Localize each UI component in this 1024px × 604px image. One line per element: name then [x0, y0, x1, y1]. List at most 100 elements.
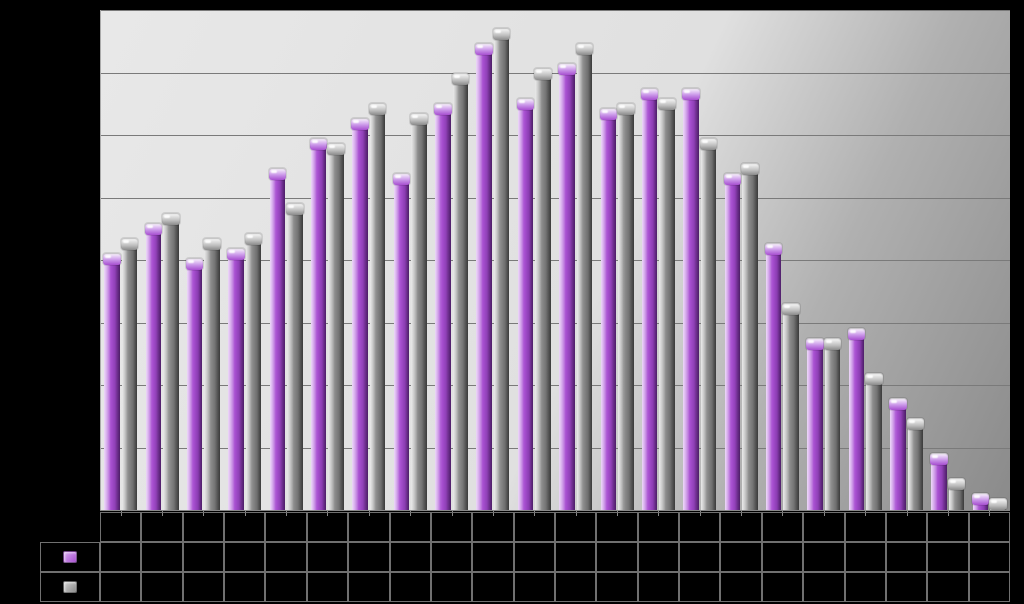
bar-series-a	[849, 335, 865, 510]
bar-series-a	[187, 265, 203, 510]
bar-group	[435, 10, 468, 510]
bar-series-b	[535, 75, 551, 510]
bar-group	[352, 10, 385, 510]
legend-cell-series-b	[40, 572, 100, 602]
table-header-cell	[596, 512, 637, 542]
bar-series-a	[352, 125, 368, 510]
bar-group	[146, 10, 179, 510]
table-cell	[803, 572, 844, 602]
bar-group	[642, 10, 675, 510]
bar-group	[518, 10, 551, 510]
bar-series-a	[104, 260, 120, 510]
table-cell	[969, 542, 1010, 572]
table-cell	[100, 572, 141, 602]
legend-swatch-icon	[63, 551, 77, 563]
bar-series-b	[370, 110, 386, 510]
bar-series-a	[766, 250, 782, 510]
bar-series-b	[122, 245, 138, 510]
table-cell	[803, 542, 844, 572]
table-header-cell	[472, 512, 513, 542]
table-header-cell	[803, 512, 844, 542]
table-cell	[348, 572, 389, 602]
bar-series-a	[725, 180, 741, 510]
bar-series-b	[742, 170, 758, 510]
bar-series-b	[287, 210, 303, 510]
bar-group	[311, 10, 344, 510]
bar-series-b	[246, 240, 262, 510]
bar-series-a	[559, 70, 575, 510]
bar-group	[559, 10, 592, 510]
table-cell	[431, 572, 472, 602]
table-cell	[596, 542, 637, 572]
table-cell	[927, 542, 968, 572]
data-table	[40, 512, 1010, 602]
bar-group	[187, 10, 220, 510]
table-header-cell	[307, 512, 348, 542]
bar-series-b	[328, 150, 344, 510]
bar-group	[973, 10, 1006, 510]
bar-series-b	[825, 345, 841, 510]
bar-series-b	[453, 80, 469, 510]
bar-group	[601, 10, 634, 510]
bar-series-a	[642, 95, 658, 510]
bar-series-a	[973, 500, 989, 510]
bar-series-b	[701, 145, 717, 510]
bar-series-b	[866, 380, 882, 510]
table-cell	[555, 572, 596, 602]
table-cell	[514, 572, 555, 602]
table-cell	[183, 542, 224, 572]
bar-series-b	[411, 120, 427, 510]
table-row	[40, 572, 1010, 602]
table-cell	[224, 572, 265, 602]
table-cell	[679, 542, 720, 572]
bar-series-b	[494, 35, 510, 510]
table-cell	[183, 572, 224, 602]
table-cell	[720, 572, 761, 602]
table-cell	[390, 572, 431, 602]
table-header-cell	[390, 512, 431, 542]
table-cell	[762, 572, 803, 602]
bar-series-a	[476, 50, 492, 510]
bar-series-a	[311, 145, 327, 510]
table-cell	[141, 572, 182, 602]
table-cell	[390, 542, 431, 572]
baseline	[100, 510, 1010, 511]
bar-group	[725, 10, 758, 510]
table-cell	[596, 572, 637, 602]
table-header-cell	[886, 512, 927, 542]
table-cell	[514, 542, 555, 572]
bar-group	[849, 10, 882, 510]
table-cell	[845, 572, 886, 602]
bar-series-a	[435, 110, 451, 510]
table-cell	[307, 542, 348, 572]
table-cell	[969, 572, 1010, 602]
table-row	[40, 542, 1010, 572]
table-header-cell	[679, 512, 720, 542]
table-cell	[886, 542, 927, 572]
table-cell	[886, 572, 927, 602]
bar-series-a	[931, 460, 947, 510]
table-header-cell	[845, 512, 886, 542]
bar-group	[228, 10, 261, 510]
table-cell	[431, 542, 472, 572]
table-cell	[100, 542, 141, 572]
bar-group	[766, 10, 799, 510]
table-header-cell	[638, 512, 679, 542]
table-cell	[638, 572, 679, 602]
bar-group	[890, 10, 923, 510]
bar-series-a	[807, 345, 823, 510]
bar-series-a	[890, 405, 906, 510]
bar-group	[270, 10, 303, 510]
bar-group	[683, 10, 716, 510]
bar-series-a	[270, 175, 286, 510]
table-header-cell	[927, 512, 968, 542]
bar-group	[931, 10, 964, 510]
table-header-cell	[969, 512, 1010, 542]
table-cell	[348, 542, 389, 572]
table-header-cell	[100, 512, 141, 542]
legend-swatch-icon	[63, 581, 77, 593]
table-header-row	[40, 512, 1010, 542]
bar-series-b	[577, 50, 593, 510]
bar-series-a	[518, 105, 534, 510]
table-cell	[638, 542, 679, 572]
